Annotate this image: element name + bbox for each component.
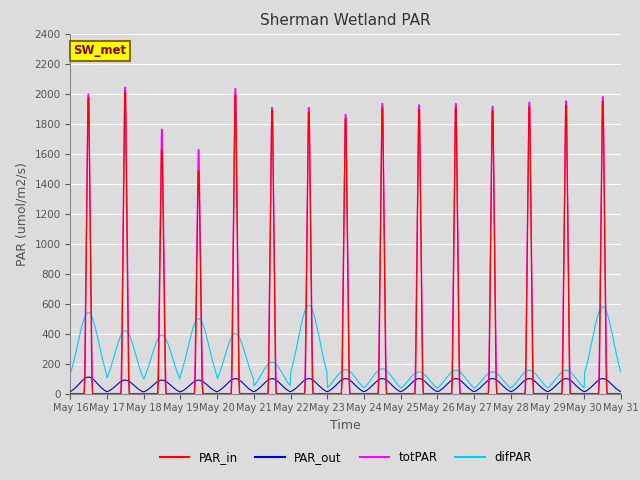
Title: Sherman Wetland PAR: Sherman Wetland PAR [260,13,431,28]
X-axis label: Time: Time [330,419,361,432]
Y-axis label: PAR (umol/m2/s): PAR (umol/m2/s) [16,162,29,265]
Legend: PAR_in, PAR_out, totPAR, difPAR: PAR_in, PAR_out, totPAR, difPAR [155,446,536,469]
Text: SW_met: SW_met [73,44,126,58]
